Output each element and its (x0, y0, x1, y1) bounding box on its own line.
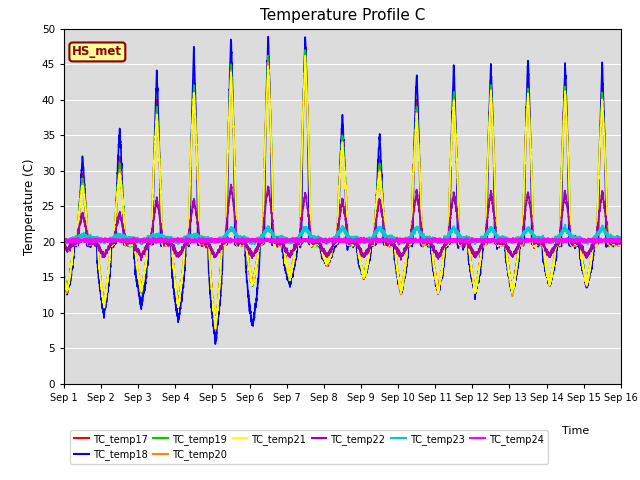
TC_temp22 (468, 245, 476, 251)
TC_temp21 (616, 241, 624, 247)
TC_temp24 (160, 236, 168, 242)
TC_temp21 (322, 260, 330, 265)
TC_temp24 (616, 239, 624, 244)
TC_temp23 (60, 239, 68, 244)
TC_temp23 (467, 237, 475, 243)
TC_temp19 (436, 277, 444, 283)
TC_temp22 (499, 237, 507, 242)
Line: TC_temp17: TC_temp17 (64, 42, 621, 330)
TC_temp24 (499, 239, 507, 245)
TC_temp18 (436, 278, 444, 284)
TC_temp21 (617, 242, 625, 248)
TC_temp18 (499, 241, 507, 247)
Line: TC_temp18: TC_temp18 (64, 36, 621, 344)
TC_temp17 (322, 258, 330, 264)
Line: TC_temp21: TC_temp21 (64, 56, 621, 328)
TC_temp23 (160, 235, 168, 240)
TC_temp22 (322, 250, 330, 256)
TC_temp18 (617, 242, 625, 248)
TC_temp21 (301, 53, 309, 59)
TC_temp19 (322, 259, 330, 264)
TC_temp21 (211, 325, 219, 331)
TC_temp21 (436, 273, 444, 278)
TC_temp17 (499, 238, 507, 243)
TC_temp24 (322, 237, 330, 243)
Title: Temperature Profile C: Temperature Profile C (260, 9, 425, 24)
Y-axis label: Temperature (C): Temperature (C) (23, 158, 36, 255)
TC_temp17 (301, 39, 309, 45)
TC_temp21 (468, 265, 476, 271)
TC_temp20 (468, 264, 476, 270)
TC_temp24 (335, 234, 343, 240)
TC_temp23 (616, 235, 624, 241)
Legend: TC_temp17, TC_temp18, TC_temp19, TC_temp20, TC_temp21, TC_temp22, TC_temp23, TC_: TC_temp17, TC_temp18, TC_temp19, TC_temp… (70, 430, 548, 464)
TC_temp21 (499, 238, 507, 244)
TC_temp24 (395, 241, 403, 247)
TC_temp20 (617, 241, 625, 247)
TC_temp17 (468, 266, 476, 272)
TC_temp19 (301, 47, 309, 53)
TC_temp19 (60, 272, 68, 278)
TC_temp17 (617, 237, 625, 243)
TC_temp20 (301, 55, 309, 61)
TC_temp18 (160, 237, 168, 243)
TC_temp19 (499, 241, 507, 247)
TC_temp20 (212, 327, 220, 333)
TC_temp24 (436, 237, 444, 242)
TC_temp22 (227, 181, 235, 187)
TC_temp19 (616, 237, 624, 243)
TC_temp20 (160, 237, 168, 242)
TC_temp18 (322, 257, 330, 263)
Text: HS_met: HS_met (72, 46, 122, 59)
TC_temp24 (617, 238, 625, 243)
Line: TC_temp24: TC_temp24 (64, 237, 621, 244)
TC_temp19 (468, 264, 476, 270)
Text: Time: Time (563, 426, 589, 436)
TC_temp17 (160, 239, 168, 244)
TC_temp20 (60, 270, 68, 276)
TC_temp22 (138, 258, 145, 264)
Line: TC_temp19: TC_temp19 (64, 50, 621, 329)
TC_temp20 (616, 239, 624, 244)
TC_temp19 (212, 326, 220, 332)
Line: TC_temp23: TC_temp23 (64, 225, 621, 244)
TC_temp20 (499, 242, 507, 248)
TC_temp19 (617, 241, 625, 247)
TC_temp23 (617, 236, 625, 241)
TC_temp22 (161, 240, 168, 246)
TC_temp17 (436, 277, 444, 283)
Line: TC_temp20: TC_temp20 (64, 58, 621, 330)
TC_temp17 (212, 327, 220, 333)
TC_temp20 (436, 275, 444, 280)
TC_temp23 (471, 241, 479, 247)
TC_temp22 (616, 240, 624, 246)
TC_temp24 (60, 238, 68, 243)
TC_temp21 (160, 237, 168, 243)
TC_temp22 (617, 238, 625, 243)
TC_temp18 (468, 267, 476, 273)
TC_temp24 (468, 238, 476, 244)
TC_temp18 (264, 34, 272, 39)
TC_temp20 (322, 258, 330, 264)
TC_temp17 (60, 269, 68, 275)
Line: TC_temp22: TC_temp22 (64, 184, 621, 261)
TC_temp18 (211, 341, 219, 347)
TC_temp22 (60, 243, 68, 249)
TC_temp23 (436, 239, 444, 244)
TC_temp18 (60, 276, 68, 282)
TC_temp22 (436, 253, 444, 259)
TC_temp21 (60, 269, 68, 275)
TC_temp18 (616, 237, 624, 243)
TC_temp17 (616, 239, 624, 245)
TC_temp23 (499, 234, 507, 240)
TC_temp23 (322, 238, 330, 243)
TC_temp23 (561, 222, 569, 228)
TC_temp19 (160, 238, 168, 243)
